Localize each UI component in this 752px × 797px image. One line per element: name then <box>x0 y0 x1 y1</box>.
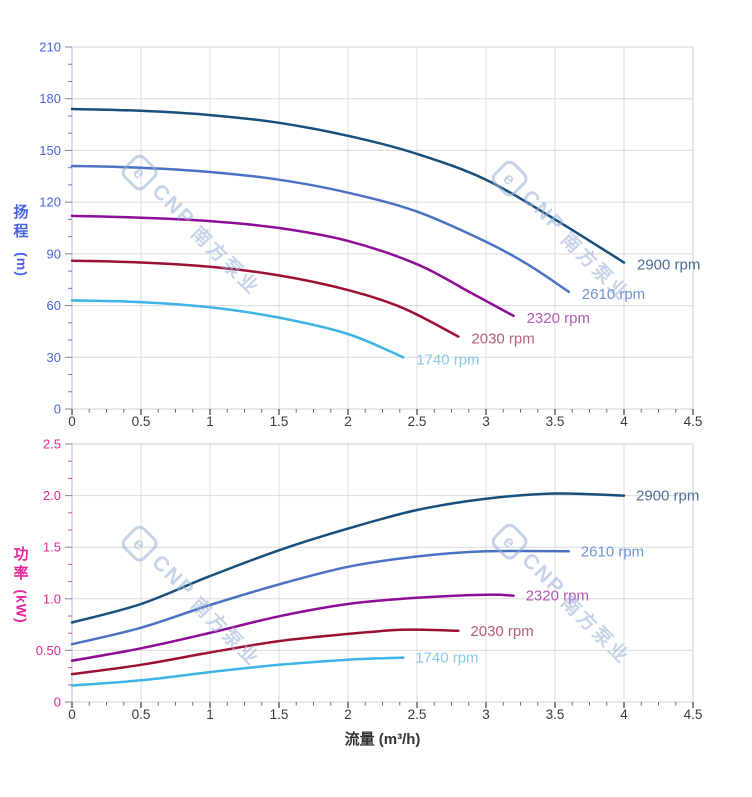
y-tick-label: 2.5 <box>43 437 61 452</box>
head-axis-unit: (m) <box>13 252 30 277</box>
x-tick-label: 2.5 <box>408 414 427 429</box>
y-tick-label: 60 <box>47 298 61 313</box>
y-tick-label: 1.5 <box>43 540 61 555</box>
x-tick-label: 4.5 <box>684 707 703 722</box>
power-axis-title-char: 功 <box>13 546 29 563</box>
curve-2320-rpm <box>70 214 515 318</box>
x-tick-label: 2 <box>344 707 352 722</box>
series-label-2320-rpm: 2320 rpm <box>527 310 590 327</box>
flow-axis-title: 流量 (m³/h) <box>344 731 421 748</box>
power-axis-unit: (kW) <box>13 589 30 624</box>
x-tick-label: 0 <box>68 707 76 722</box>
x-tick-label: 1 <box>206 707 214 722</box>
head-chart: 0 0.5 1 1.5 2 2.5 3 3.5 4 4.5 0 30 60 90 120 150 180 210 2… <box>39 40 702 430</box>
power-axis-title: 功 率 (kW) <box>10 545 32 624</box>
head-axis-title: 扬 程 (m) <box>10 203 32 277</box>
series-label-2610-rpm: 2610 rpm <box>582 286 645 303</box>
x-tick-label: 2.5 <box>408 707 427 722</box>
series-label-2900-rpm: 2900 rpm <box>636 488 699 505</box>
plot-border <box>71 46 694 410</box>
x-tick-label: 1.5 <box>270 707 289 722</box>
y-tick-label: 2.0 <box>43 488 61 503</box>
x-tick-label: 4 <box>620 414 628 429</box>
curve-2320-rpm <box>70 593 515 662</box>
series-label-2610-rpm: 2610 rpm <box>581 543 644 560</box>
curve-2030-rpm <box>70 259 460 338</box>
x-tick-label: 4.5 <box>684 414 703 429</box>
curve-1740-rpm <box>70 299 405 359</box>
power-axis-title-char: 率 <box>13 565 29 582</box>
power-chart: 0 0.5 1 1.5 2 2.5 3 3.5 4 4.5 0 0.50 1.0 1.5 2.0 2.5 290… <box>36 437 703 723</box>
x-tick-label: 1.5 <box>270 414 289 429</box>
plot-border <box>71 443 694 703</box>
y-tick-label: 30 <box>47 350 61 365</box>
y-tick-label: 120 <box>39 195 61 210</box>
series-label-2900-rpm: 2900 rpm <box>637 256 700 273</box>
x-tick-label: 0.5 <box>132 414 151 429</box>
y-tick-label: 0 <box>54 402 61 417</box>
y-tick-label: 0.50 <box>36 643 61 658</box>
x-tick-label: 2 <box>344 414 352 429</box>
x-tick-label: 3 <box>482 707 490 722</box>
x-tick-label: 3.5 <box>546 707 565 722</box>
curve-2030-rpm <box>70 628 460 676</box>
y-tick-label: 1.0 <box>43 591 61 606</box>
y-tick-label: 150 <box>39 143 61 158</box>
x-tick-label: 4 <box>620 707 628 722</box>
curve-2610-rpm <box>70 549 571 646</box>
y-tick-label: 210 <box>39 40 61 55</box>
curve-2900-rpm <box>70 107 626 264</box>
head-axis-title-char: 扬 <box>13 204 29 221</box>
series-label-1740-rpm: 1740 rpm <box>416 351 479 368</box>
head-axis-title-char: 程 <box>13 223 29 240</box>
x-tick-label: 0 <box>68 414 76 429</box>
x-tick-label: 3.5 <box>546 414 565 429</box>
x-tick-label: 3 <box>482 414 490 429</box>
series-label-1740-rpm: 1740 rpm <box>415 650 478 667</box>
y-tick-label: 90 <box>47 246 61 261</box>
series-label-2030-rpm: 2030 rpm <box>471 331 534 348</box>
curve-2900-rpm <box>70 492 626 624</box>
x-tick-label: 1 <box>206 414 214 429</box>
x-tick-label: 0.5 <box>132 707 151 722</box>
y-tick-label: 180 <box>39 91 61 106</box>
series-label-2030-rpm: 2030 rpm <box>470 623 533 640</box>
curve-2610-rpm <box>70 164 571 294</box>
y-tick-label: 0 <box>54 695 61 710</box>
series-label-2320-rpm: 2320 rpm <box>526 588 589 605</box>
curve-1740-rpm <box>70 656 405 687</box>
